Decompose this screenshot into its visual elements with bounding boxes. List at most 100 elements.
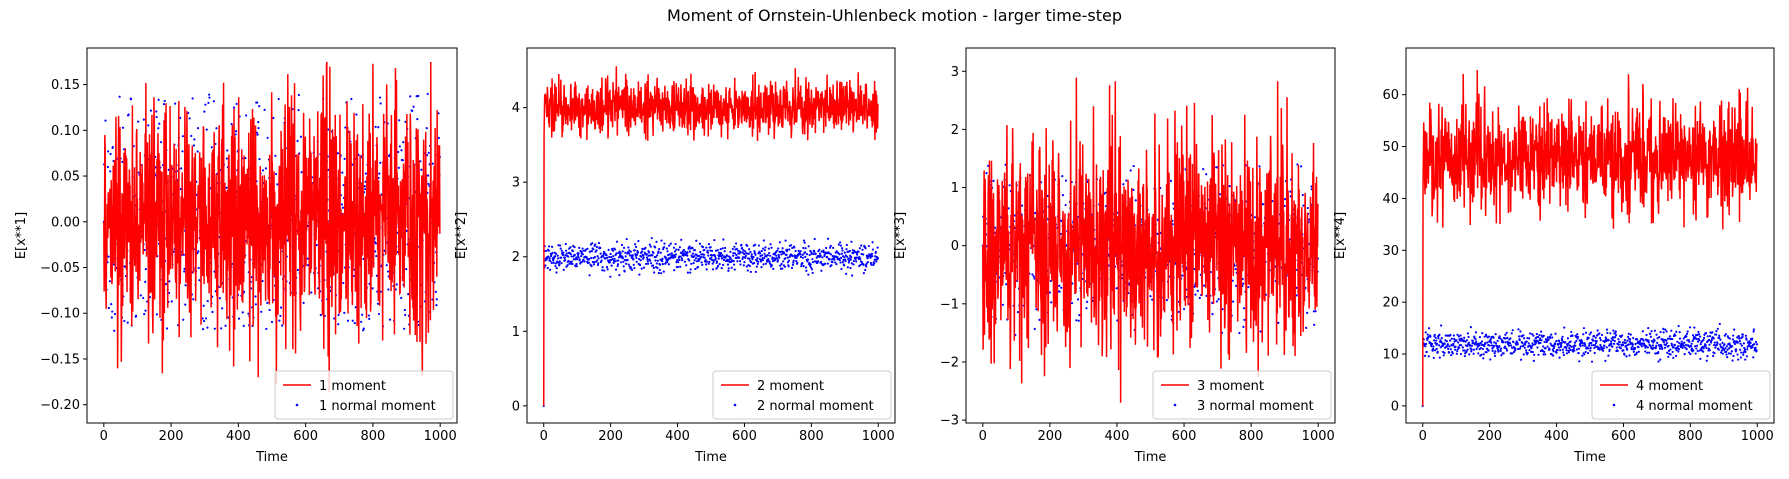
scatter-point bbox=[212, 100, 215, 103]
scatter-point bbox=[1594, 336, 1597, 339]
scatter-point bbox=[748, 257, 751, 260]
scatter-point bbox=[875, 260, 878, 263]
scatter-point bbox=[726, 263, 730, 266]
scatter-point bbox=[1211, 301, 1214, 304]
scatter-point bbox=[636, 251, 640, 254]
scatter-point bbox=[756, 257, 759, 260]
scatter-point bbox=[149, 109, 153, 112]
scatter-point bbox=[760, 258, 763, 262]
scatter-point bbox=[1577, 352, 1580, 355]
scatter-point bbox=[1742, 351, 1745, 354]
scatter-point bbox=[602, 252, 605, 255]
scatter-point bbox=[425, 154, 429, 157]
scatter-point bbox=[721, 253, 724, 257]
scatter-point bbox=[1735, 348, 1738, 351]
scatter-point bbox=[603, 269, 606, 272]
scatter-point bbox=[1598, 336, 1602, 340]
scatter-point bbox=[873, 258, 877, 261]
scatter-point bbox=[618, 273, 621, 277]
scatter-point bbox=[1732, 354, 1735, 358]
scatter-point bbox=[1452, 342, 1455, 346]
scatter-point bbox=[788, 248, 791, 251]
scatter-point bbox=[635, 256, 638, 259]
scatter-point bbox=[1683, 353, 1686, 356]
scatter-point bbox=[274, 154, 277, 157]
scatter-point bbox=[770, 264, 773, 267]
scatter-point bbox=[629, 266, 633, 269]
scatter-point bbox=[619, 252, 622, 255]
scatter-point bbox=[1589, 331, 1593, 334]
scatter-point bbox=[1048, 291, 1051, 294]
scatter-point bbox=[1621, 334, 1624, 337]
scatter-point bbox=[590, 265, 593, 268]
scatter-point bbox=[143, 248, 146, 252]
scatter-point bbox=[674, 255, 677, 258]
scatter-point bbox=[1543, 350, 1546, 353]
scatter-point bbox=[653, 271, 656, 274]
scatter-point bbox=[849, 266, 852, 270]
scatter-point bbox=[1728, 342, 1731, 345]
scatter-point bbox=[1528, 349, 1531, 352]
scatter-point bbox=[733, 252, 737, 255]
scatter-point bbox=[1519, 330, 1522, 333]
scatter-point bbox=[181, 135, 184, 138]
scatter-point bbox=[363, 185, 366, 188]
scatter-point bbox=[181, 150, 184, 153]
scatter-point bbox=[1688, 340, 1691, 343]
scatter-point bbox=[1542, 345, 1545, 348]
scatter-point bbox=[1424, 345, 1427, 348]
scatter-point bbox=[674, 253, 677, 256]
scatter-point bbox=[859, 263, 862, 266]
scatter-point bbox=[1548, 348, 1551, 351]
scatter-point bbox=[624, 262, 628, 265]
scatter-point bbox=[548, 268, 552, 271]
scatter-point bbox=[733, 245, 736, 248]
scatter-point bbox=[1005, 283, 1008, 286]
scatter-point bbox=[1514, 348, 1517, 351]
scatter-point bbox=[775, 254, 778, 257]
axes-frame bbox=[526, 47, 896, 424]
scatter-point bbox=[1035, 308, 1038, 311]
scatter-point bbox=[1645, 345, 1648, 348]
legend-scatter-label: 3 normal moment bbox=[1197, 399, 1314, 414]
scatter-point bbox=[640, 255, 643, 258]
scatter-point bbox=[654, 246, 657, 249]
legend-scatter-swatch bbox=[1612, 403, 1616, 407]
scatter-point bbox=[1480, 353, 1483, 356]
scatter-point bbox=[869, 256, 872, 259]
scatter-point bbox=[1706, 335, 1709, 338]
scatter-point bbox=[1566, 344, 1569, 347]
scatter-point bbox=[1709, 335, 1712, 338]
y-tick-label: 1 bbox=[951, 181, 959, 196]
scatter-point bbox=[1598, 348, 1601, 351]
scatter-point bbox=[622, 260, 625, 263]
scatter-point bbox=[1485, 334, 1488, 337]
legend-box bbox=[274, 370, 454, 420]
y-tick-label: 0.10 bbox=[51, 124, 80, 139]
scatter-point bbox=[1665, 339, 1668, 342]
scatter-point bbox=[126, 321, 129, 324]
scatter-point bbox=[704, 260, 707, 263]
scatter-point bbox=[596, 255, 599, 258]
scatter-point bbox=[654, 259, 657, 262]
figure-title: Moment of Ornstein-Uhlenbeck motion - la… bbox=[666, 6, 1122, 25]
scatter-point bbox=[638, 273, 641, 276]
scatter-point bbox=[1675, 330, 1678, 333]
scatter-point bbox=[279, 306, 283, 309]
scatter-point bbox=[184, 284, 187, 287]
scatter-point bbox=[1502, 352, 1505, 355]
scatter-point bbox=[558, 260, 561, 263]
scatter-point bbox=[797, 249, 800, 252]
scatter-point bbox=[568, 247, 571, 250]
scatter-point bbox=[1639, 339, 1642, 342]
scatter-point bbox=[1492, 344, 1496, 347]
scatter-point bbox=[577, 252, 580, 255]
scatter-point bbox=[550, 245, 554, 248]
scatter-point bbox=[315, 244, 318, 247]
scatter-point bbox=[1557, 346, 1560, 349]
scatter-point bbox=[139, 294, 142, 297]
scatter-point bbox=[1671, 337, 1674, 341]
scatter-point bbox=[333, 317, 336, 320]
scatter-point bbox=[1538, 333, 1541, 337]
scatter-point bbox=[1470, 344, 1474, 347]
